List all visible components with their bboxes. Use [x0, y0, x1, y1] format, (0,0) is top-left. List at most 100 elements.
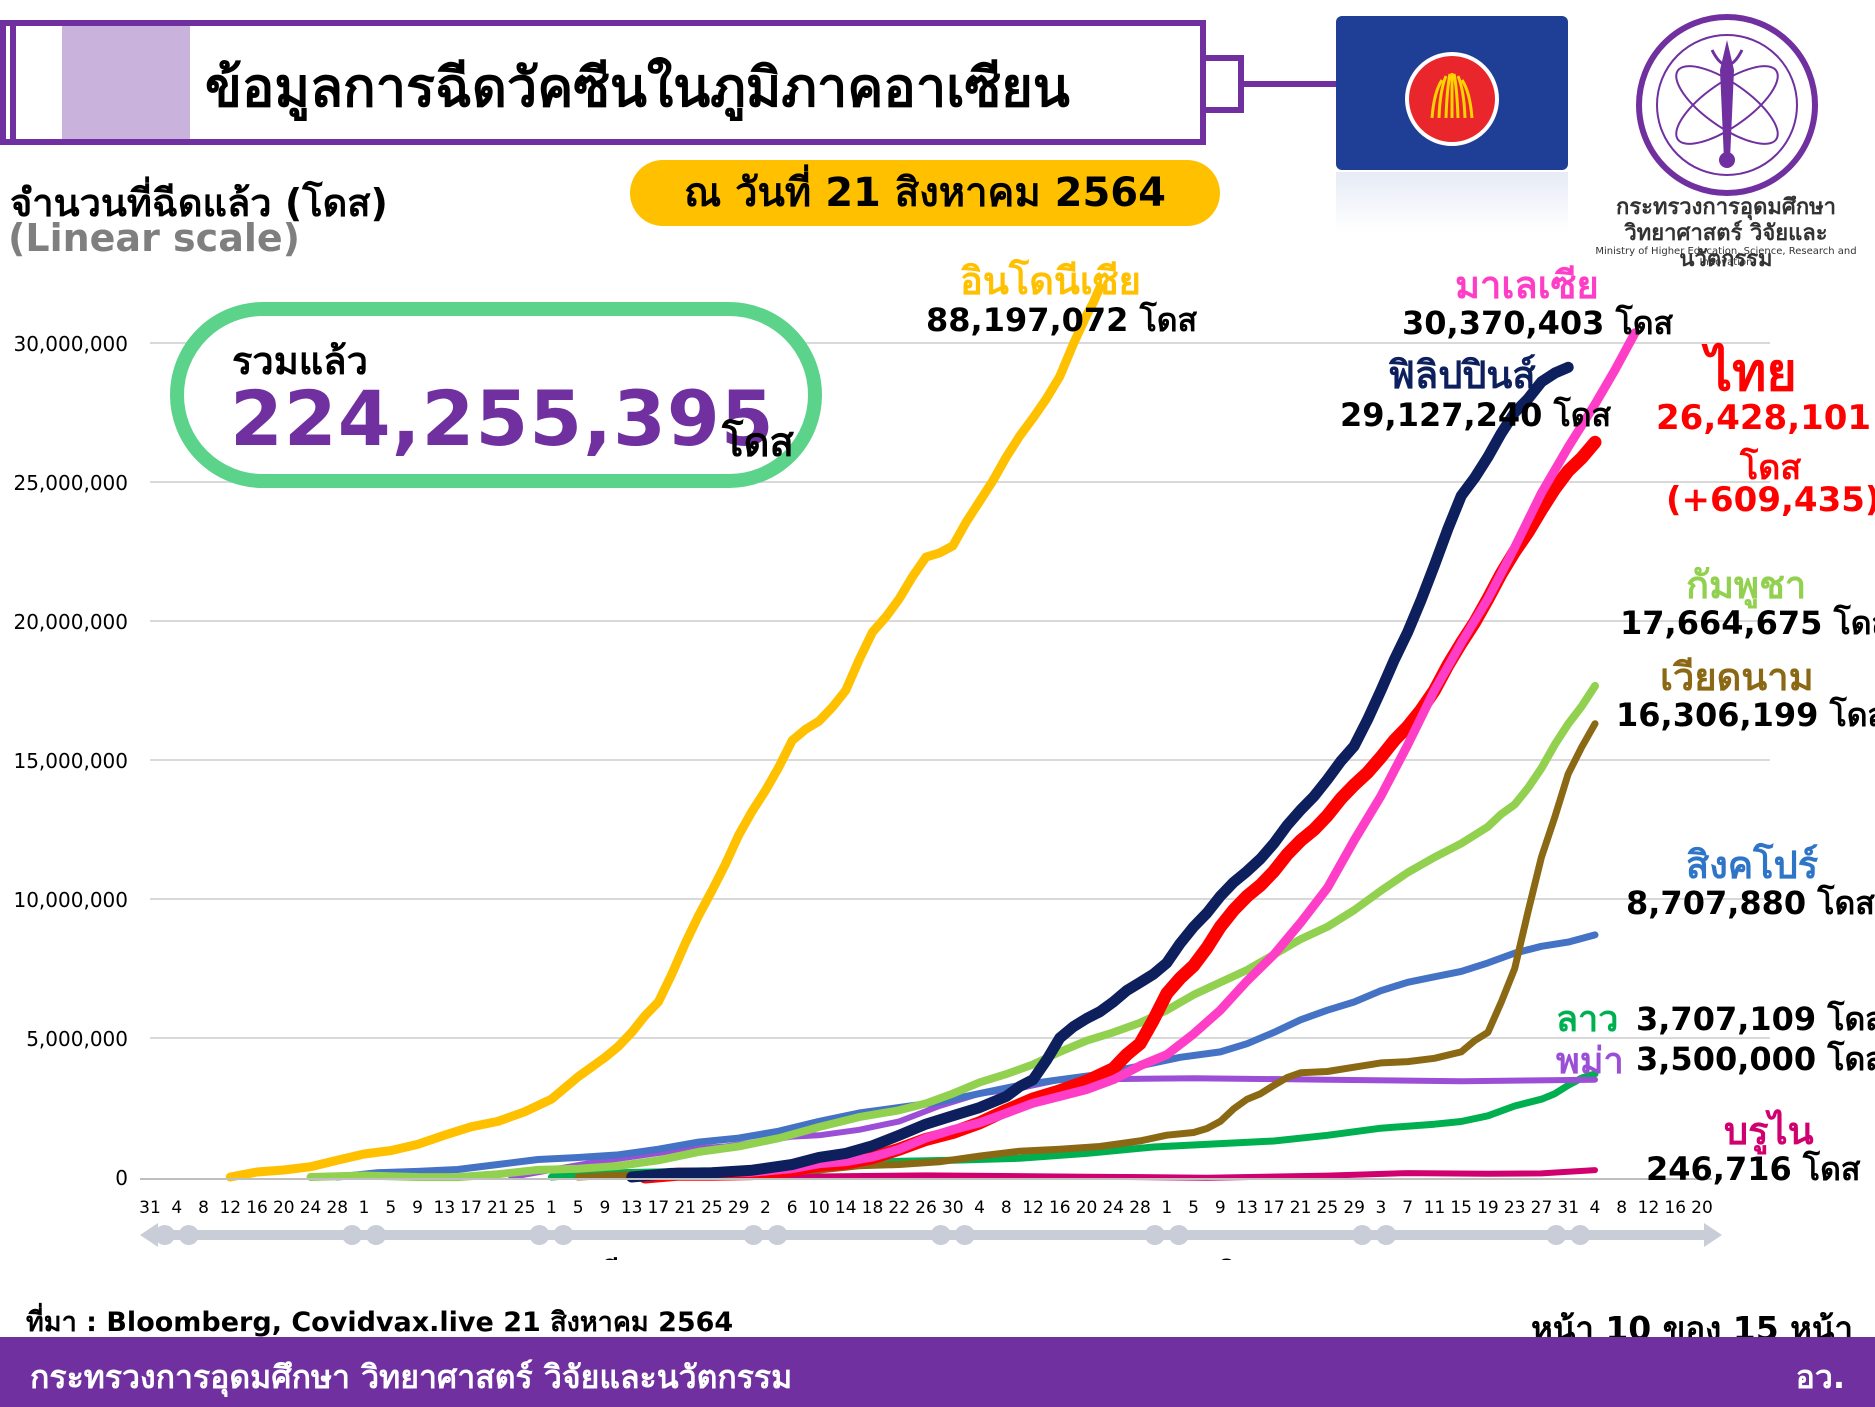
x-day-tick-label: 31 [1557, 1198, 1579, 1218]
series-line-malaysia [640, 328, 1640, 1182]
x-day-tick-label: 20 [1076, 1198, 1098, 1218]
x-day-tick-label: 31 [139, 1198, 161, 1218]
month-divider-dot [553, 1225, 574, 1245]
x-day-tick-label: 25 [701, 1198, 723, 1218]
singapore-value: 8,707,880 โดส [1626, 884, 1875, 922]
x-day-tick-label: 12 [1022, 1198, 1044, 1218]
x-day-tick-label: 18 [862, 1198, 884, 1218]
x-day-tick-label: 24 [1102, 1198, 1124, 1218]
month-divider-dot [1144, 1225, 1165, 1245]
month-divider-dot [1376, 1225, 1397, 1245]
x-day-tick-label: 17 [460, 1198, 482, 1218]
y-tick-label: 25,000,000 [13, 471, 128, 495]
total-value: 224,255,395 [230, 374, 775, 463]
x-day-tick-label: 21 [1290, 1198, 1312, 1218]
vietnam-value: 16,306,199 โดส [1616, 696, 1875, 734]
indonesia-name: อินโดนีเซีย [960, 259, 1141, 303]
page-title: ข้อมูลการฉีดวัคซีนในภูมิภาคอาเซียน [205, 56, 1070, 119]
footer-bar [0, 1337, 1875, 1407]
x-day-tick-label: 13 [1236, 1198, 1258, 1218]
x-month-label: ส.ค.64 [1610, 1256, 1713, 1260]
y-tick-label: 15,000,000 [13, 749, 128, 773]
y-tick-label: 30,000,000 [13, 332, 128, 356]
x-day-tick-label: 26 [915, 1198, 937, 1218]
laos-value: 3,707,109 โดส [1636, 1000, 1875, 1038]
x-day-tick-label: 29 [728, 1198, 750, 1218]
ministry-name-th: กระทรวงการอุดมศึกษา วิทยาศาสตร์ วิจัยและ… [1616, 195, 1836, 272]
series-line-thailand [638, 435, 1602, 1184]
x-day-tick-label: 20 [1691, 1198, 1713, 1218]
malaysia-value: 30,370,403 โดส [1402, 304, 1674, 342]
x-day-tick-label: 14 [835, 1198, 857, 1218]
x-day-tick-label: 25 [1317, 1198, 1339, 1218]
x-month-label: ก.ค.64 [1416, 1256, 1519, 1260]
philippines-name: ฟิลิปปินส์ [1388, 353, 1536, 397]
x-day-tick-label: 5 [1188, 1198, 1199, 1218]
y-axis-title: จำนวนที่ฉีดแล้ว (โดส) [10, 181, 388, 225]
month-divider-dot [178, 1225, 199, 1245]
vietnam-name: เวียดนาม [1660, 655, 1814, 699]
singapore-name: สิงคโปร์ [1686, 843, 1819, 887]
x-day-tick-label: 8 [1001, 1198, 1012, 1218]
x-day-tick-label: 9 [1215, 1198, 1226, 1218]
syringe-body [10, 20, 1206, 145]
myanmar-value: 3,500,000 โดส [1636, 1040, 1875, 1078]
asean-emblem-icon [1405, 52, 1499, 146]
x-day-tick-label: 15 [1450, 1198, 1472, 1218]
source-note: ที่มา : Bloomberg, Covidvax.live 21 สิงห… [26, 1307, 734, 1338]
malaysia-name: มาเลเซีย [1455, 263, 1599, 307]
x-day-tick-label: 21 [487, 1198, 509, 1218]
x-day-tick-label: 17 [648, 1198, 670, 1218]
month-divider-dot [954, 1225, 975, 1245]
month-divider-dot [743, 1225, 764, 1245]
y-tick-label: 10,000,000 [13, 888, 128, 912]
thailand-unit: โดส [1740, 448, 1802, 488]
brunei-value: 246,716 โดส [1646, 1150, 1861, 1188]
thailand-value: 26,428,101 [1656, 398, 1872, 438]
x-month-label: ก.พ.64 [406, 1256, 508, 1260]
x-day-tick-label: 16 [1049, 1198, 1071, 1218]
x-day-tick-label: 11 [1424, 1198, 1446, 1218]
vaccination-line-chart: 0 5,000,000 10,000,000 15,000,000 20,000,000… [13, 282, 1770, 1260]
x-day-tick-label: 7 [1402, 1198, 1413, 1218]
series-line-brunei [762, 1167, 1598, 1181]
month-divider-dot [342, 1225, 363, 1245]
footer-abbrev: อว. [1795, 1358, 1845, 1396]
series-line-philippines [626, 361, 1574, 1183]
x-day-tick-label: 17 [1263, 1198, 1285, 1218]
total-label: รวมแล้ว [232, 339, 368, 383]
x-day-tick-label: 27 [1531, 1198, 1553, 1218]
x-day-tick-label: 21 [674, 1198, 696, 1218]
y-tick-label: 20,000,000 [13, 610, 128, 634]
x-day-tick-label: 8 [198, 1198, 209, 1218]
month-divider-dot [767, 1225, 788, 1245]
x-day-tick-label: 9 [599, 1198, 610, 1218]
x-day-tick-label: 10 [808, 1198, 830, 1218]
x-day-tick-label: 13 [621, 1198, 643, 1218]
ministry-logo-icon [1632, 10, 1822, 200]
month-divider-dot [154, 1225, 175, 1245]
cambodia-value: 17,664,675 โดส [1620, 604, 1875, 642]
indonesia-value: 88,197,072 โดส [926, 301, 1198, 339]
thailand-name: ไทย [1706, 343, 1797, 403]
x-day-tick-label: 24 [300, 1198, 322, 1218]
philippines-value: 29,127,240 โดส [1340, 396, 1612, 434]
series-line-vietnam [574, 720, 1599, 1181]
x-day-tick-label: 12 [1638, 1198, 1660, 1218]
x-day-tick-label: 4 [1590, 1198, 1601, 1218]
x-month-label: พ.ค.64 [1008, 1256, 1112, 1260]
series-line-cambodia [306, 681, 1599, 1182]
cambodia-name: กัมพูชา [1686, 563, 1807, 607]
x-month-label: ธ.ค.63 [55, 1256, 158, 1260]
x-day-tick-label: 2 [760, 1198, 771, 1218]
flag-reflection [1336, 172, 1568, 232]
x-day-tick-label: 16 [1664, 1198, 1686, 1218]
x-month-label: เม.ย.64 [803, 1256, 915, 1260]
x-day-tick-label: 13 [434, 1198, 456, 1218]
month-divider-dot [1570, 1225, 1591, 1245]
x-day-tick-label: 6 [787, 1198, 798, 1218]
total-unit: โดส [722, 420, 794, 466]
x-month-label: มิ.ย.64 [1216, 1256, 1318, 1260]
date-badge: ณ วันที่ 21 สิงหาคม 2564 [630, 160, 1220, 226]
myanmar-name: พม่า [1556, 1041, 1624, 1082]
